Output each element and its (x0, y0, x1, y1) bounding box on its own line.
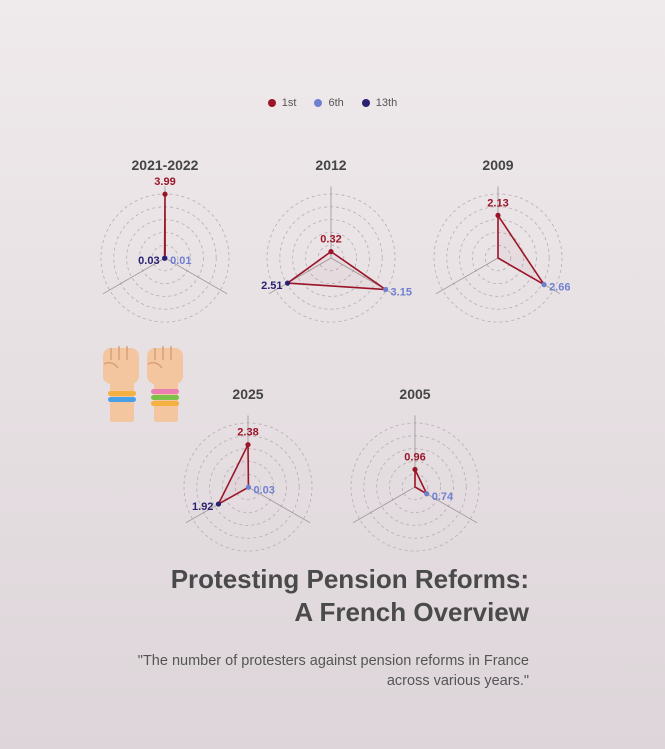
grid-ring (234, 473, 262, 501)
data-point (161, 255, 168, 261)
legend: 1st 6th 13th (0, 97, 665, 109)
data-label: 3.99 (154, 176, 175, 188)
chart-title: 2005 (399, 386, 430, 402)
chart-title: 2012 (315, 157, 346, 173)
data-label: 2.51 (261, 280, 282, 292)
axis-spoke (247, 486, 311, 524)
data-label: 0.03 (253, 484, 274, 496)
grid-ring (401, 473, 429, 501)
chart-title: 2021-2022 (132, 157, 199, 173)
grid-ring (388, 460, 441, 513)
data-label: 2.38 (237, 427, 258, 439)
legend-item-6th[interactable]: 6th (314, 97, 344, 109)
legend-dot-icon (314, 99, 323, 107)
data-label: 0.32 (320, 234, 341, 246)
data-point (245, 484, 252, 490)
data-label: 0.96 (404, 451, 425, 463)
data-point (215, 501, 222, 507)
data-point (495, 212, 501, 218)
data-point (412, 466, 418, 473)
series-polygon (216, 444, 250, 507)
chart-title: 2009 (482, 157, 513, 173)
data-label: 0.74 (432, 491, 454, 503)
data-point (245, 442, 251, 448)
grid-ring (151, 244, 179, 272)
legend-item-1st[interactable]: 1st (267, 97, 297, 109)
raised-fists-icon (103, 346, 183, 422)
data-point (284, 280, 291, 286)
axis-spoke (268, 257, 332, 295)
legend-dot-icon (361, 99, 370, 107)
data-label: 1.92 (192, 501, 213, 513)
legend-dot-icon (267, 99, 276, 107)
grid-ring (484, 244, 512, 272)
axis-spoke (164, 257, 228, 295)
data-label: 0.03 (138, 255, 159, 267)
axis-spoke (352, 486, 416, 524)
grid-ring (304, 231, 357, 284)
grid-ring (221, 460, 274, 513)
grid-ring (471, 231, 524, 284)
data-point (541, 282, 547, 288)
data-label: 2.13 (487, 197, 508, 209)
data-label: 2.66 (549, 282, 570, 294)
data-point (382, 286, 389, 293)
data-label: 3.15 (391, 287, 412, 299)
series-polygon (163, 194, 166, 260)
series-polygon (285, 250, 389, 291)
series-polygon (497, 212, 545, 286)
grid-ring (138, 231, 191, 284)
data-point (424, 491, 430, 497)
axis-spoke (435, 257, 499, 295)
axis-spoke (102, 257, 166, 295)
page-subtitle: "The number of protesters against pensio… (137, 653, 529, 689)
legend-label: 1st (281, 97, 297, 109)
page-title-line-1: Protesting Pension Reforms: (170, 564, 529, 594)
data-label: 0.01 (170, 255, 191, 267)
grid-ring (317, 244, 345, 272)
legend-label: 13th (375, 97, 398, 109)
data-point (162, 191, 168, 197)
data-point (328, 249, 334, 255)
legend-label: 6th (328, 97, 344, 109)
series-polygon (414, 469, 429, 496)
page-title-line-2: A French Overview (294, 597, 529, 627)
title-block: Protesting Pension Reforms: A French Ove… (171, 563, 529, 629)
chart-title: 2025 (232, 386, 263, 402)
legend-item-13th[interactable]: 13th (361, 97, 398, 109)
